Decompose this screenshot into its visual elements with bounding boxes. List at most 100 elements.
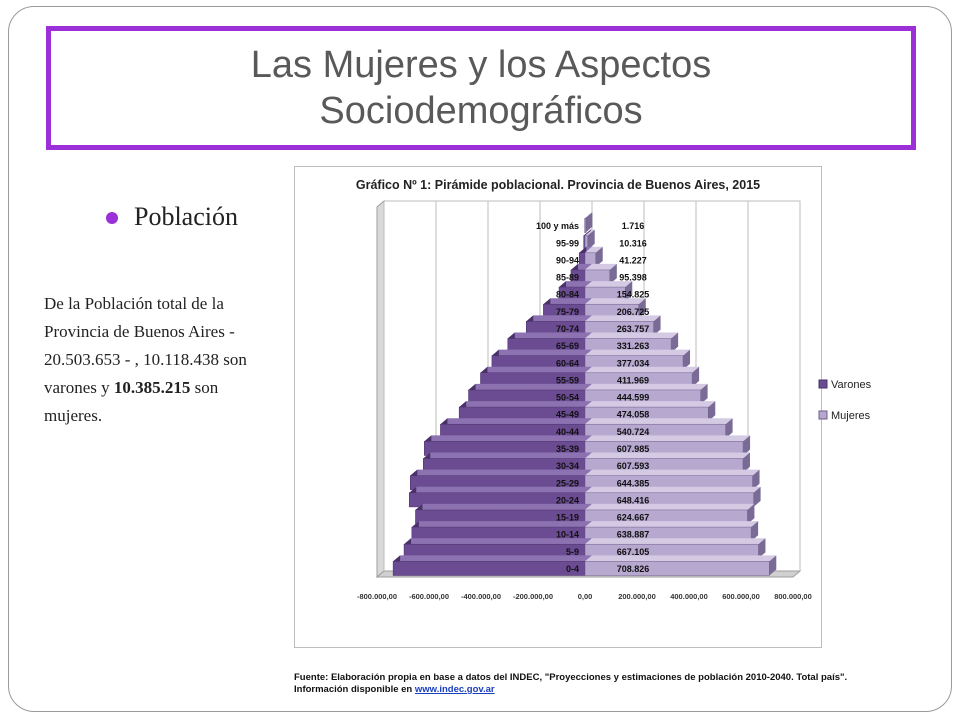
para-bold-value: 10.385.215 xyxy=(113,378,191,397)
bar-varones-top xyxy=(415,503,592,510)
title-line-1: Las Mujeres y los Aspectos xyxy=(250,44,712,86)
population-pyramid-chart: Gráfico Nº 1: Pirámide poblacional. Prov… xyxy=(356,178,872,601)
bar-mujeres-top xyxy=(585,366,700,373)
bar-mujeres-top xyxy=(585,383,708,390)
bar-mujeres-side xyxy=(753,486,761,507)
chart-container: Gráfico Nº 1: Pirámide poblacional. Prov… xyxy=(294,166,872,648)
legend-swatch-varones xyxy=(818,379,828,389)
bar-mujeres-side xyxy=(585,212,593,233)
bar-mujeres-top xyxy=(585,401,716,408)
bar-mujeres-side xyxy=(769,555,777,576)
bar-mujeres-side xyxy=(743,435,751,456)
bar-varones-top xyxy=(393,555,592,562)
x-tick-label: 400.000,00 xyxy=(670,592,708,601)
bar-mujeres-side xyxy=(752,469,760,490)
x-tick-label: -800.000,00 xyxy=(357,592,397,601)
bar-varones-top xyxy=(543,298,592,305)
bar-varones-top xyxy=(480,366,592,373)
category-label: 50-54 xyxy=(556,393,579,403)
title-box: Las Mujeres y los Aspectos Sociodemográf… xyxy=(46,26,916,150)
category-label: 55-59 xyxy=(556,375,579,385)
bar-varones-top xyxy=(526,315,592,322)
data-label: 41.227 xyxy=(619,255,647,265)
x-tick-label: -600.000,00 xyxy=(409,592,449,601)
slide-frame xyxy=(8,6,952,712)
bar-mujeres-side xyxy=(742,452,750,473)
bar-varones-top xyxy=(468,383,592,390)
bar-mujeres-side xyxy=(587,229,595,250)
bar-mujeres-side xyxy=(700,383,708,405)
data-label: 206.725 xyxy=(617,307,650,317)
bar-mujeres-top xyxy=(585,555,777,562)
bar-varones xyxy=(392,561,586,576)
data-label: 607.593 xyxy=(617,461,650,471)
bar-mujeres-top xyxy=(585,315,661,322)
category-label: 70-74 xyxy=(556,324,579,334)
bar-mujeres xyxy=(584,218,587,233)
bar-mujeres-top xyxy=(585,435,751,442)
category-label: 25-29 xyxy=(556,478,579,488)
bar-mujeres-side xyxy=(625,281,633,302)
bar-varones-top xyxy=(459,401,592,408)
category-label: 35-39 xyxy=(556,444,579,454)
data-label: 1.716 xyxy=(622,221,645,231)
category-label: 95-99 xyxy=(556,238,579,248)
bar-mujeres-top xyxy=(585,538,766,545)
indec-link[interactable]: www.indec.gov.ar xyxy=(414,684,495,695)
legend-swatch-mujeres xyxy=(818,410,828,420)
bar-mujeres-top xyxy=(585,503,755,510)
data-label: 95.398 xyxy=(619,273,647,283)
chart-title: Gráfico Nº 1: Pirámide poblacional. Prov… xyxy=(356,178,760,192)
bar-mujeres-top xyxy=(585,212,593,219)
x-tick-label: 0,00 xyxy=(578,592,593,601)
data-label: 648.416 xyxy=(617,495,650,505)
bar-mujeres-top xyxy=(585,298,646,305)
bar-mujeres-side xyxy=(692,366,700,387)
bar-mujeres-side xyxy=(671,332,679,353)
source-note: Fuente: Elaboración propia en base a dat… xyxy=(294,672,847,696)
population-paragraph: De la Población total de la Provincia de… xyxy=(44,290,264,430)
x-tick-label: 200.000,00 xyxy=(618,592,656,601)
bar-varones-top xyxy=(440,418,592,425)
category-label: 90-94 xyxy=(556,255,579,265)
bullet-dot-icon xyxy=(106,212,118,224)
bar-varones-top xyxy=(424,435,592,442)
para-text-a: De la Población total de la Provincia de… xyxy=(44,294,247,397)
category-label: 45-49 xyxy=(556,410,579,420)
data-label: 644.385 xyxy=(617,478,650,488)
category-label: 75-79 xyxy=(556,307,579,317)
bar-mujeres-top xyxy=(585,521,759,528)
category-label: 15-19 xyxy=(556,513,579,523)
para-text-b: son mujeres. xyxy=(44,378,219,425)
bar-mujeres-top xyxy=(585,349,691,356)
bar-varones-top xyxy=(491,349,592,356)
data-label: 263.757 xyxy=(617,324,650,334)
source-line-2: Información disponible en www.indec.gov.… xyxy=(294,684,847,696)
bar-mujeres-side xyxy=(725,418,733,439)
data-label: 377.034 xyxy=(617,358,650,368)
category-label: 40-44 xyxy=(556,427,579,437)
data-label: 331.263 xyxy=(617,341,650,351)
bar-varones-top xyxy=(559,281,592,288)
category-label: 5-9 xyxy=(566,547,579,557)
data-label: 444.599 xyxy=(617,393,650,403)
category-label: 10-14 xyxy=(556,530,579,540)
source-line-2-prefix: Información disponible en xyxy=(294,684,415,695)
page-title: Las Mujeres y los Aspectos Sociodemográf… xyxy=(251,42,711,134)
x-tick-label: 800.000,00 xyxy=(774,592,812,601)
legend-label-varones: Varones xyxy=(831,379,872,391)
x-tick-label: 600.000,00 xyxy=(722,592,760,601)
legend-label-mujeres: Mujeres xyxy=(831,410,871,422)
chart-side-wall xyxy=(376,199,385,579)
bar-varones-top xyxy=(410,469,592,476)
bar-mujeres-top xyxy=(585,229,595,236)
data-label: 638.887 xyxy=(617,530,650,540)
bar-mujeres xyxy=(584,561,770,576)
data-label: 154.825 xyxy=(617,290,650,300)
bar-varones-top xyxy=(423,452,592,459)
bar-mujeres-side xyxy=(758,538,766,559)
source-line-1: Fuente: Elaboración propia en base a dat… xyxy=(294,672,848,683)
category-label: 20-24 xyxy=(556,495,579,505)
category-label: 65-69 xyxy=(556,341,579,351)
bar-mujeres-side xyxy=(595,246,603,267)
